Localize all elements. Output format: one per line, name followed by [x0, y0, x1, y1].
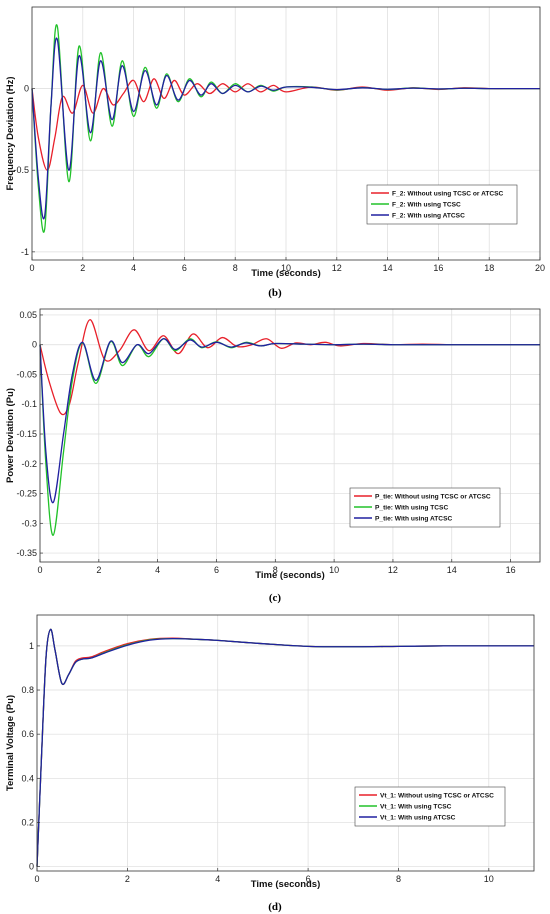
chart-1-legend-box — [349, 487, 501, 528]
chart-1-x-tick-label: 8 — [273, 565, 278, 575]
chart-1-x-tick-label: 4 — [155, 565, 160, 575]
chart-2-series-line-2 — [36, 628, 534, 867]
chart-0-legend: F_2: Without using TCSC or ATCSC F_2: Wit… — [366, 184, 518, 225]
chart-2-y-tick-label: 1 — [29, 641, 34, 651]
chart-1-y-tick-label: -0.05 — [16, 369, 37, 379]
chart-2-y-tick-label: 0.2 — [21, 817, 34, 827]
power-deviation-chart: 0 2 4 6 8 10 12 14 16 -0.35 -0.3 -0.25 -0.2 -0.15 -0.1… — [5, 308, 541, 604]
chart-1-y-tick-label: -0.35 — [16, 548, 37, 558]
chart-1-plot-frame — [39, 308, 541, 563]
chart-2-y-tick-label: 0.4 — [21, 773, 34, 783]
chart-1-y-tick-label: 0 — [32, 340, 37, 350]
chart-2-x-tick-label: 6 — [306, 874, 311, 884]
chart-0-caption: (b) — [268, 287, 282, 299]
frequency-deviation-chart: 0 2 4 6 8 10 12 14 16 18 20 -1 -0.5 0 Time (seconds) Fr… — [5, 6, 545, 299]
chart-1-legend: P_tie: Without using TCSC or ATCSC P_tie:… — [349, 487, 501, 528]
chart-2-legend-box — [354, 786, 506, 827]
chart-1-y-tick-label: -0.2 — [21, 459, 37, 469]
chart-1-y-tick-label: 0.05 — [19, 310, 37, 320]
terminal-voltage-chart: 0 2 4 6 8 10 0 0.2 0.4 0.6 0.8 1 Time (seconds) Termi… — [5, 614, 535, 913]
chart-2-legend: Vt_1: Without using TCSC or ATCSC Vt_1: W… — [354, 786, 506, 827]
chart-1-legend-entry-2: P_tie: With using ATCSC — [375, 515, 452, 522]
chart-1-caption: (c) — [269, 592, 282, 604]
chart-2-legend-entry-2: Vt_1: With using ATCSC — [380, 814, 456, 821]
chart-2-legend-entry-0: Vt_1: Without using TCSC or ATCSC — [380, 792, 494, 799]
chart-1-legend-entry-1: P_tie: With using TCSC — [375, 504, 448, 511]
chart-1-x-tick-label: 6 — [214, 565, 219, 575]
chart-2-y-tick-label: 0.6 — [21, 729, 34, 739]
chart-0-x-tick-label: 18 — [484, 263, 494, 273]
chart-0-x-tick-label: 14 — [383, 263, 393, 273]
chart-2-plot-area — [37, 615, 534, 871]
chart-1-x-tick-label: 0 — [37, 565, 42, 575]
chart-0-x-tick-label: 4 — [131, 263, 136, 273]
chart-1-x-tick-label: 12 — [388, 565, 398, 575]
chart-2-y-axis-label: Terminal Voltage (Pu) — [5, 695, 16, 791]
chart-panel-voltage: 0 2 4 6 8 10 0 0.2 0.4 0.6 0.8 1 Time (seconds) Termi… — [0, 608, 550, 914]
chart-0-x-tick-label: 6 — [182, 263, 187, 273]
chart-0-legend-entry-0: F_2: Without using TCSC or ATCSC — [392, 190, 504, 197]
chart-1-x-tick-label: 16 — [506, 565, 516, 575]
chart-0-y-axis-label: Frequency Deviation (Hz) — [5, 76, 16, 190]
chart-0-x-tick-label: 8 — [233, 263, 238, 273]
chart-0-x-tick-label: 16 — [433, 263, 443, 273]
chart-2-x-tick-label: 4 — [215, 874, 220, 884]
chart-panel-power: 0 2 4 6 8 10 12 14 16 -0.35 -0.3 -0.25 -0.2 -0.15 -0.1… — [0, 302, 550, 606]
chart-0-y-tick-label: 0 — [24, 84, 29, 94]
chart-2-y-tick-label: 0.8 — [21, 685, 34, 695]
chart-1-x-tick-label: 10 — [329, 565, 339, 575]
chart-0-y-tick-label: -1 — [21, 247, 29, 257]
chart-2-x-axis-label: Time (seconds) — [251, 879, 321, 890]
chart-2-plot-frame — [36, 614, 535, 872]
chart-0-series-line-2 — [31, 37, 540, 220]
chart-1-y-tick-label: -0.3 — [21, 518, 37, 528]
chart-1-y-tick-label: -0.1 — [21, 399, 37, 409]
chart-1-x-axis-label: Time (seconds) — [255, 570, 325, 581]
chart-0-x-tick-label: 12 — [332, 263, 342, 273]
chart-1-y-axis-label: Power Deviation (Pu) — [5, 388, 16, 483]
chart-0-x-axis-label: Time (seconds) — [251, 268, 321, 279]
chart-2-x-tick-label: 0 — [34, 874, 39, 884]
chart-0-x-tick-label: 0 — [29, 263, 34, 273]
chart-2-legend-entry-1: Vt_1: With using TCSC — [380, 803, 452, 810]
chart-1-x-tick-label: 14 — [447, 565, 457, 575]
chart-0-legend-entry-1: F_2: With using TCSC — [392, 201, 461, 208]
chart-1-legend-entry-0: P_tie: Without using TCSC or ATCSC — [375, 493, 491, 500]
chart-0-x-tick-label: 2 — [80, 263, 85, 273]
chart-2-x-tick-label: 8 — [396, 874, 401, 884]
chart-0-legend-entry-2: F_2: With using ATCSC — [392, 212, 465, 219]
chart-2-x-tick-label: 10 — [484, 874, 494, 884]
chart-0-x-tick-label: 20 — [535, 263, 545, 273]
chart-2-y-tick-label: 0 — [29, 862, 34, 872]
chart-panel-frequency: 0 2 4 6 8 10 12 14 16 18 20 -1 -0.5 0 Time (seconds) Fr… — [0, 0, 550, 300]
chart-0-legend-box — [366, 184, 518, 225]
chart-0-y-tick-label: -0.5 — [13, 165, 29, 175]
chart-1-series-line-2 — [39, 338, 540, 504]
chart-1-y-tick-label: -0.15 — [16, 429, 37, 439]
chart-0-x-tick-label: 10 — [281, 263, 291, 273]
chart-2-x-tick-label: 2 — [125, 874, 130, 884]
chart-2-caption: (d) — [268, 901, 282, 913]
chart-1-x-tick-label: 2 — [96, 565, 101, 575]
chart-1-y-tick-label: -0.25 — [16, 489, 37, 499]
chart-0-series-line-0 — [31, 78, 540, 171]
